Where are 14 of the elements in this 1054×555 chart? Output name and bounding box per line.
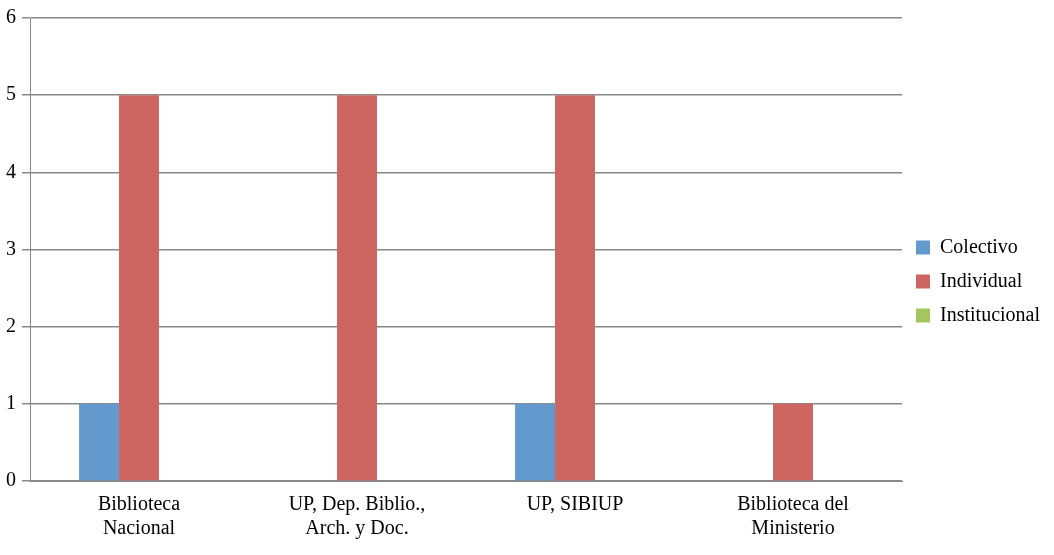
y-tick-label: 0 xyxy=(6,468,16,491)
y-tick-label: 2 xyxy=(6,313,16,336)
x-tick-label: Biblioteca del Ministerio xyxy=(737,492,850,539)
y-tick-label: 1 xyxy=(6,391,16,414)
legend-label: Colectivo xyxy=(940,234,1018,257)
y-tick-label: 4 xyxy=(6,159,16,182)
legend-label: Individual xyxy=(940,268,1023,291)
x-tick-label: Biblioteca Nacional xyxy=(97,492,181,539)
y-tick-label: 5 xyxy=(6,82,16,105)
legend-label: Institucional xyxy=(940,302,1041,325)
x-tick-label: UP, SIBIUP xyxy=(526,492,624,515)
x-tick-label: UP, Dep. Biblio., Arch. y Doc. xyxy=(288,492,426,540)
y-tick-label: 6 xyxy=(6,5,16,28)
y-tick-label: 3 xyxy=(6,236,16,259)
